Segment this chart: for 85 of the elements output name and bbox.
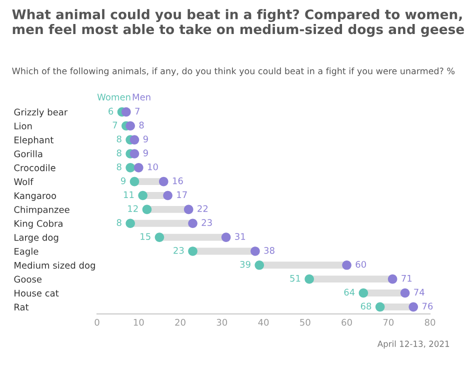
data-label: 68	[360, 302, 372, 310]
data-label: 12	[128, 205, 138, 212]
point	[400, 288, 410, 298]
point	[358, 288, 368, 298]
y-tick-label: Wolf	[14, 178, 34, 186]
chart-subtitle: Which of the following animals, if any, do you think you could beat in a fight if you were unarmed? %	[12, 68, 455, 76]
point	[304, 274, 314, 284]
point	[130, 149, 140, 158]
y-tick-label: Medium sized dog	[14, 262, 95, 270]
y-tick-label: Goose	[14, 276, 42, 283]
y-tick-label: Chimpanzee	[14, 206, 70, 215]
point	[408, 302, 418, 312]
x-tick-label: 0	[94, 318, 100, 326]
data-label: 8	[116, 150, 122, 156]
data-label: 39	[240, 260, 250, 268]
point	[188, 218, 198, 228]
point	[130, 176, 140, 186]
data-label: 8	[116, 219, 122, 226]
chart-title: What animal could you beat in a fight? Compared to women, men feel most able to take on medium-sized dogs and geese	[12, 9, 464, 37]
data-label: 23	[202, 219, 212, 226]
y-tick-label: Lion	[14, 122, 32, 130]
x-tick-label: 30	[216, 318, 228, 326]
point	[126, 163, 135, 172]
point	[158, 176, 168, 186]
data-label: 8	[116, 163, 122, 170]
data-label: 71	[402, 274, 412, 282]
point	[221, 232, 231, 242]
x-tick-label: 40	[258, 318, 269, 326]
data-label: 22	[198, 205, 208, 212]
data-label: 8	[139, 122, 144, 128]
y-tick-label: Crocodile	[14, 164, 56, 172]
point	[134, 163, 144, 172]
y-tick-label: Grizzly bear	[14, 108, 68, 118]
x-tick-label: 70	[383, 318, 394, 326]
data-label: 74	[414, 288, 424, 296]
data-label: 10	[148, 163, 158, 170]
series-label: Women	[97, 94, 130, 100]
point	[122, 107, 131, 117]
x-tick-label: 10	[134, 318, 144, 326]
point	[130, 135, 140, 144]
y-tick-label: House cat	[14, 290, 59, 297]
point	[375, 302, 385, 312]
point	[254, 260, 264, 270]
data-label: 15	[140, 233, 150, 240]
point	[138, 190, 148, 200]
data-label: 23	[174, 247, 184, 254]
data-label: 60	[356, 260, 366, 268]
y-tick-label: King Cobra	[14, 220, 62, 229]
point	[163, 190, 172, 200]
text: April 12-13, 2021	[377, 340, 450, 349]
x-tick-label: 80	[424, 318, 436, 326]
y-tick-label: Gorilla	[14, 150, 42, 158]
x-tick-label: 60	[342, 318, 352, 326]
series-label: Men	[132, 94, 150, 100]
point	[126, 218, 135, 228]
point	[184, 204, 194, 214]
data-label: 8	[116, 136, 122, 142]
data-label: 11	[124, 191, 134, 198]
data-label: 38	[264, 247, 274, 254]
data-label: 64	[344, 288, 355, 296]
point	[154, 232, 164, 242]
data-label: 9	[143, 136, 148, 142]
data-label: 7	[112, 122, 118, 128]
y-tick-label: Large dog	[14, 234, 58, 243]
y-tick-label: Kangaroo	[14, 192, 56, 201]
point	[142, 204, 152, 214]
y-tick-label: Elephant	[14, 136, 54, 146]
data-label: 16	[172, 177, 183, 184]
point	[342, 260, 352, 270]
point	[126, 121, 135, 131]
point	[250, 246, 260, 256]
data-label: 7	[135, 108, 140, 114]
y-tick-label: Rat	[14, 304, 29, 310]
data-label: 6	[108, 108, 114, 115]
data-label: 9	[143, 150, 148, 156]
data-label: 31	[235, 233, 246, 240]
data-label: 76	[422, 302, 433, 310]
data-label: 17	[177, 191, 187, 198]
point	[188, 246, 198, 256]
point	[388, 274, 398, 284]
x-tick-label: 50	[300, 318, 310, 326]
data-label: 51	[290, 274, 300, 282]
x-tick-label: 20	[175, 318, 186, 326]
y-tick-label: Eagle	[14, 248, 38, 257]
data-label: 9	[120, 177, 126, 184]
